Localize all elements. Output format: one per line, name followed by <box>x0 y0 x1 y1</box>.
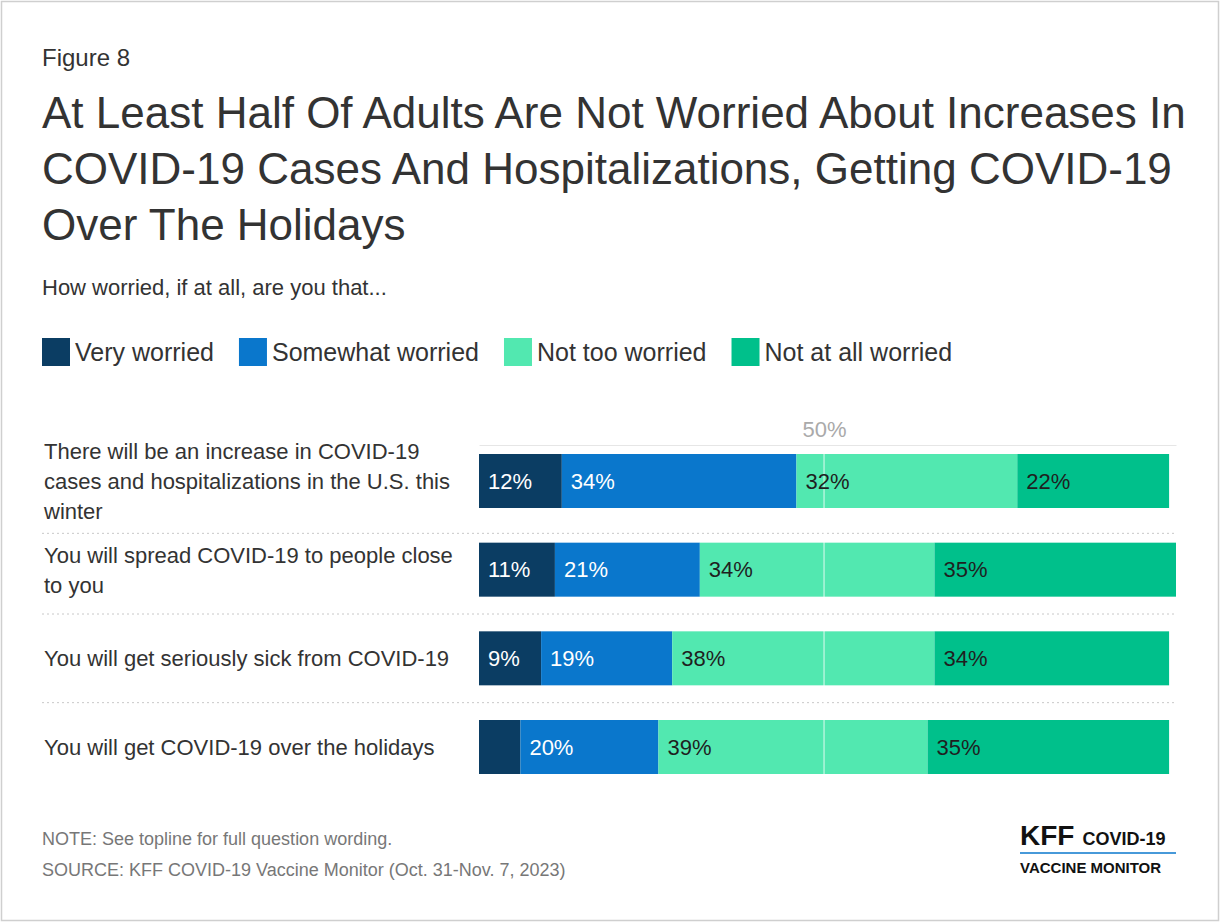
data-label: 34% <box>943 646 987 671</box>
data-label: 19% <box>550 646 594 671</box>
bar-segment <box>928 720 1170 774</box>
bar-segment <box>479 720 520 774</box>
bar-segment <box>1017 454 1169 508</box>
logo-name: KFF <box>1020 820 1074 851</box>
bar-segment <box>479 543 555 597</box>
row-separator <box>42 702 1176 703</box>
legend-label: Not too worried <box>537 338 707 366</box>
data-labels: 12% 11% 9% 34% 21% 19% 20% 32% 34% 38% 39% 22% 35% 34… <box>488 469 1070 760</box>
legend-swatch <box>504 338 532 366</box>
legend-swatch <box>732 338 760 366</box>
logo-rule <box>1020 852 1176 854</box>
title-line: COVID-19 Cases And Hospitalizations, Get… <box>42 144 1172 193</box>
figure-label: Figure 8 <box>42 44 130 71</box>
title-line: At Least Half Of Adults Are Not Worried … <box>42 88 1186 137</box>
category-label: There will be an increase in COVID-19 cas… <box>43 439 450 524</box>
data-label: 22% <box>1026 469 1070 494</box>
category-label-line: There will be an increase in COVID-19 <box>44 439 419 464</box>
data-label: 12% <box>488 469 532 494</box>
row-separator <box>42 533 1176 534</box>
category-label: You will spread COVID-19 to people close… <box>44 542 453 597</box>
logo-sub: VACCINE MONITOR <box>1020 859 1161 876</box>
grid <box>824 445 825 785</box>
note: NOTE: See topline for full question word… <box>42 829 392 849</box>
separators <box>42 533 1176 702</box>
x-tick-label: 50% <box>803 417 847 442</box>
bar-segment <box>479 631 541 685</box>
category-label-line: winter <box>43 499 103 524</box>
category-label-line: You will spread COVID-19 to people close <box>44 542 453 567</box>
bar-segment <box>672 631 934 685</box>
data-label: 35% <box>937 735 981 760</box>
title: At Least Half Of Adults Are Not Worried … <box>42 88 1186 249</box>
legend-label: Not at all worried <box>765 338 953 366</box>
title-line: Over The Holidays <box>42 200 406 249</box>
legend-label: Very worried <box>75 338 214 366</box>
legend-swatch <box>42 338 70 366</box>
bar-segment <box>700 543 935 597</box>
data-label: 38% <box>681 646 725 671</box>
data-label: 21% <box>564 557 608 582</box>
grid-line <box>823 445 825 785</box>
bar-segment <box>479 454 562 508</box>
bar-segment <box>934 543 1176 597</box>
data-label: 35% <box>943 557 987 582</box>
bars <box>479 454 1176 774</box>
bar-segment <box>541 631 672 685</box>
logo: KFF COVID-19 VACCINE MONITOR <box>1020 820 1176 876</box>
category-label-line: cases and hospitalizations in the U.S. t… <box>44 469 450 494</box>
frame <box>2 2 1219 921</box>
bar-segment <box>520 720 658 774</box>
data-label: 11% <box>488 557 530 582</box>
subtitle: How worried, if at all, are you that... <box>42 275 387 300</box>
data-label: 34% <box>571 469 615 494</box>
logo-tag: COVID-19 <box>1082 829 1165 849</box>
data-label: 39% <box>667 735 711 760</box>
bar-segment <box>562 454 797 508</box>
source: SOURCE: KFF COVID-19 Vaccine Monitor (Oc… <box>42 860 566 880</box>
data-label: 34% <box>709 557 753 582</box>
bar-segment <box>555 543 700 597</box>
category-label-line: You will get COVID-19 over the holidays <box>44 735 435 760</box>
x-tick: 50% <box>803 417 847 445</box>
data-label: 32% <box>805 469 849 494</box>
x-axis: 50% <box>480 417 1177 446</box>
category-label-line: to you <box>44 572 104 597</box>
row-separator <box>42 614 1176 615</box>
bar-segment <box>934 631 1169 685</box>
category-label-line: You will get seriously sick from COVID-1… <box>44 646 449 671</box>
legend-swatch <box>239 338 267 366</box>
data-label: 9% <box>488 646 520 671</box>
category-labels: There will be an increase in COVID-19 cas… <box>43 439 453 760</box>
category-label: You will get seriously sick from COVID-1… <box>44 646 449 671</box>
bar-segment <box>658 720 927 774</box>
legend: Very worried Somewhat worried Not too worr… <box>42 338 952 366</box>
bar-segment <box>796 454 1017 508</box>
x-axis-line <box>480 445 1177 446</box>
category-label: You will get COVID-19 over the holidays <box>44 735 435 760</box>
data-label: 20% <box>529 735 573 760</box>
legend-label: Somewhat worried <box>272 338 479 366</box>
chart: Figure 8 At Least Half Of Adults Are Not … <box>0 0 1220 922</box>
